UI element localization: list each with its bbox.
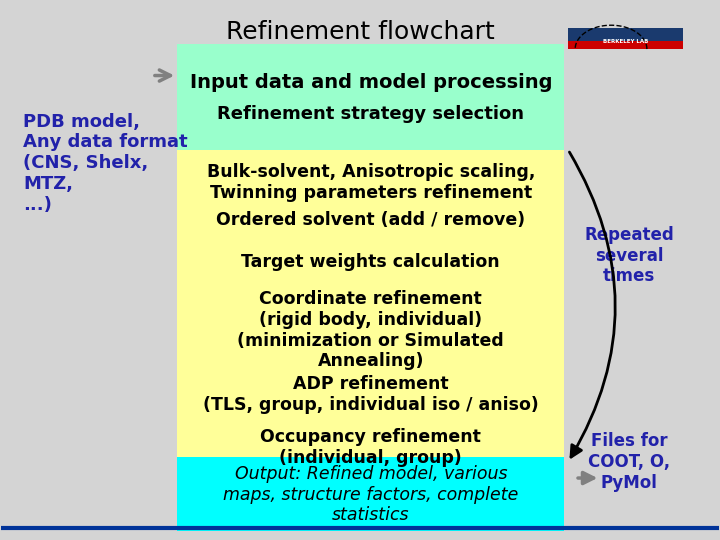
Text: Input data and model processing: Input data and model processing bbox=[189, 73, 552, 92]
FancyBboxPatch shape bbox=[177, 150, 564, 497]
Text: Repeated
several
times: Repeated several times bbox=[584, 226, 674, 286]
Text: Output: Refined model, various
maps, structure factors, complete
statistics: Output: Refined model, various maps, str… bbox=[223, 465, 518, 524]
Text: Files for
COOT, O,
PyMol: Files for COOT, O, PyMol bbox=[588, 433, 670, 492]
Text: Ordered solvent (add / remove): Ordered solvent (add / remove) bbox=[216, 211, 526, 228]
Text: Coordinate refinement
(rigid body, individual)
(minimization or Simulated
Anneal: Coordinate refinement (rigid body, indiv… bbox=[238, 290, 504, 370]
Text: ADP refinement
(TLS, group, individual iso / aniso): ADP refinement (TLS, group, individual i… bbox=[203, 375, 539, 414]
Text: Refinement flowchart: Refinement flowchart bbox=[225, 20, 495, 44]
Text: Refinement strategy selection: Refinement strategy selection bbox=[217, 105, 524, 123]
Text: PDB model,
Any data format
(CNS, Shelx,
MTZ,
...): PDB model, Any data format (CNS, Shelx, … bbox=[23, 113, 187, 214]
Text: Occupancy refinement
(individual, group): Occupancy refinement (individual, group) bbox=[261, 428, 481, 467]
FancyBboxPatch shape bbox=[177, 457, 564, 531]
Text: Target weights calculation: Target weights calculation bbox=[241, 253, 500, 271]
Text: Bulk-solvent, Anisotropic scaling,
Twinning parameters refinement: Bulk-solvent, Anisotropic scaling, Twinn… bbox=[207, 163, 535, 202]
FancyBboxPatch shape bbox=[177, 44, 564, 150]
